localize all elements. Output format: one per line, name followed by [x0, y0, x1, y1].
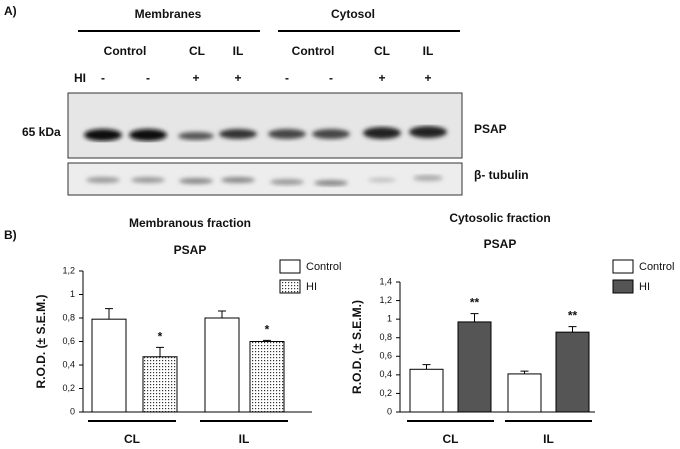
error-bar [568, 326, 577, 333]
error-bar [156, 346, 164, 357]
y-axis-label: R.O.D. (± S.E.M.) [350, 300, 364, 394]
chart-subtitle: PSAP [484, 237, 517, 251]
hi-sign: - [285, 71, 289, 85]
chart-title: Cytosolic fraction [449, 211, 550, 225]
y-tick-label: 1,2 [379, 295, 392, 305]
y-tick-label: 1,2 [62, 265, 75, 275]
tubulin-bands [86, 175, 443, 186]
x-group-label: CL [124, 432, 140, 446]
y-tick-label: 1,4 [379, 276, 392, 286]
condition-label: CL [189, 44, 205, 58]
legend-swatch [612, 279, 634, 294]
y-tick-label: 0,2 [62, 383, 75, 393]
condition-label: Control [292, 44, 335, 58]
hi-label: HI [74, 71, 86, 85]
error-bar [520, 370, 529, 374]
error-bar [470, 313, 479, 322]
hi-sign: + [234, 71, 241, 85]
blot-tubulin [67, 162, 463, 196]
y-tick-label: 0,2 [379, 388, 392, 398]
y-tick-label: 0 [387, 406, 392, 416]
significance: * [265, 322, 270, 336]
x-group-label: IL [543, 432, 554, 446]
chart-subtitle: PSAP [174, 243, 207, 257]
panel-label: A) [4, 4, 17, 18]
psap-bands [84, 126, 447, 141]
error-bar [263, 339, 271, 342]
bar [204, 317, 240, 413]
y-tick-label: 0,8 [62, 312, 75, 322]
chart-title: Membranous fraction [129, 216, 251, 230]
bar [457, 321, 492, 413]
panel-label: B) [4, 228, 17, 242]
blot-psap [67, 92, 463, 159]
y-tick-label: 1 [387, 314, 392, 324]
y-tick-label: 0,8 [379, 332, 392, 342]
hi-sign: + [378, 71, 385, 85]
legend-swatch [279, 279, 301, 294]
condition-label: Control [104, 44, 147, 58]
hi-sign: - [146, 71, 150, 85]
y-tick-label: 0,6 [62, 336, 75, 346]
y-axis-label: R.O.D. (± S.E.M.) [34, 295, 48, 389]
error-bar [218, 310, 226, 318]
y-tick-label: 0,4 [62, 359, 75, 369]
condition-label: CL [374, 44, 390, 58]
y-tick-label: 1 [70, 289, 75, 299]
y-tick-label: 0 [70, 406, 75, 416]
bar [507, 373, 542, 413]
bar [249, 341, 285, 413]
error-bar [422, 364, 431, 370]
x-group-label: IL [239, 432, 250, 446]
blot-label: β- tubulin [474, 168, 529, 182]
hi-sign: + [424, 71, 431, 85]
error-bar [105, 308, 113, 320]
significance: ** [470, 296, 480, 310]
legend-swatch [279, 259, 301, 274]
marker-label: 65 kDa [22, 125, 61, 139]
bar [91, 318, 127, 413]
legend-label: Control [306, 261, 341, 273]
hi-sign: - [101, 71, 105, 85]
legend-swatch [612, 259, 634, 274]
group-label: Membranes [135, 7, 202, 21]
condition-label: IL [233, 44, 244, 58]
blot-label: PSAP [474, 122, 507, 136]
group-label: Cytosol [331, 7, 375, 21]
legend-label: Control [639, 261, 674, 273]
bar [142, 356, 178, 413]
significance: ** [568, 309, 578, 323]
x-group-label: CL [443, 432, 459, 446]
hi-sign: - [329, 71, 333, 85]
sign-row: - - + + - - + + [101, 71, 432, 85]
hi-sign: + [192, 71, 199, 85]
legend-label: HI [306, 281, 317, 293]
legend-label: HI [639, 281, 650, 293]
bar [409, 368, 444, 413]
significance: * [158, 330, 163, 344]
y-tick-label: 0,6 [379, 351, 392, 361]
condition-label: IL [423, 44, 434, 58]
y-tick-label: 0,4 [379, 369, 392, 379]
bar [555, 331, 590, 413]
